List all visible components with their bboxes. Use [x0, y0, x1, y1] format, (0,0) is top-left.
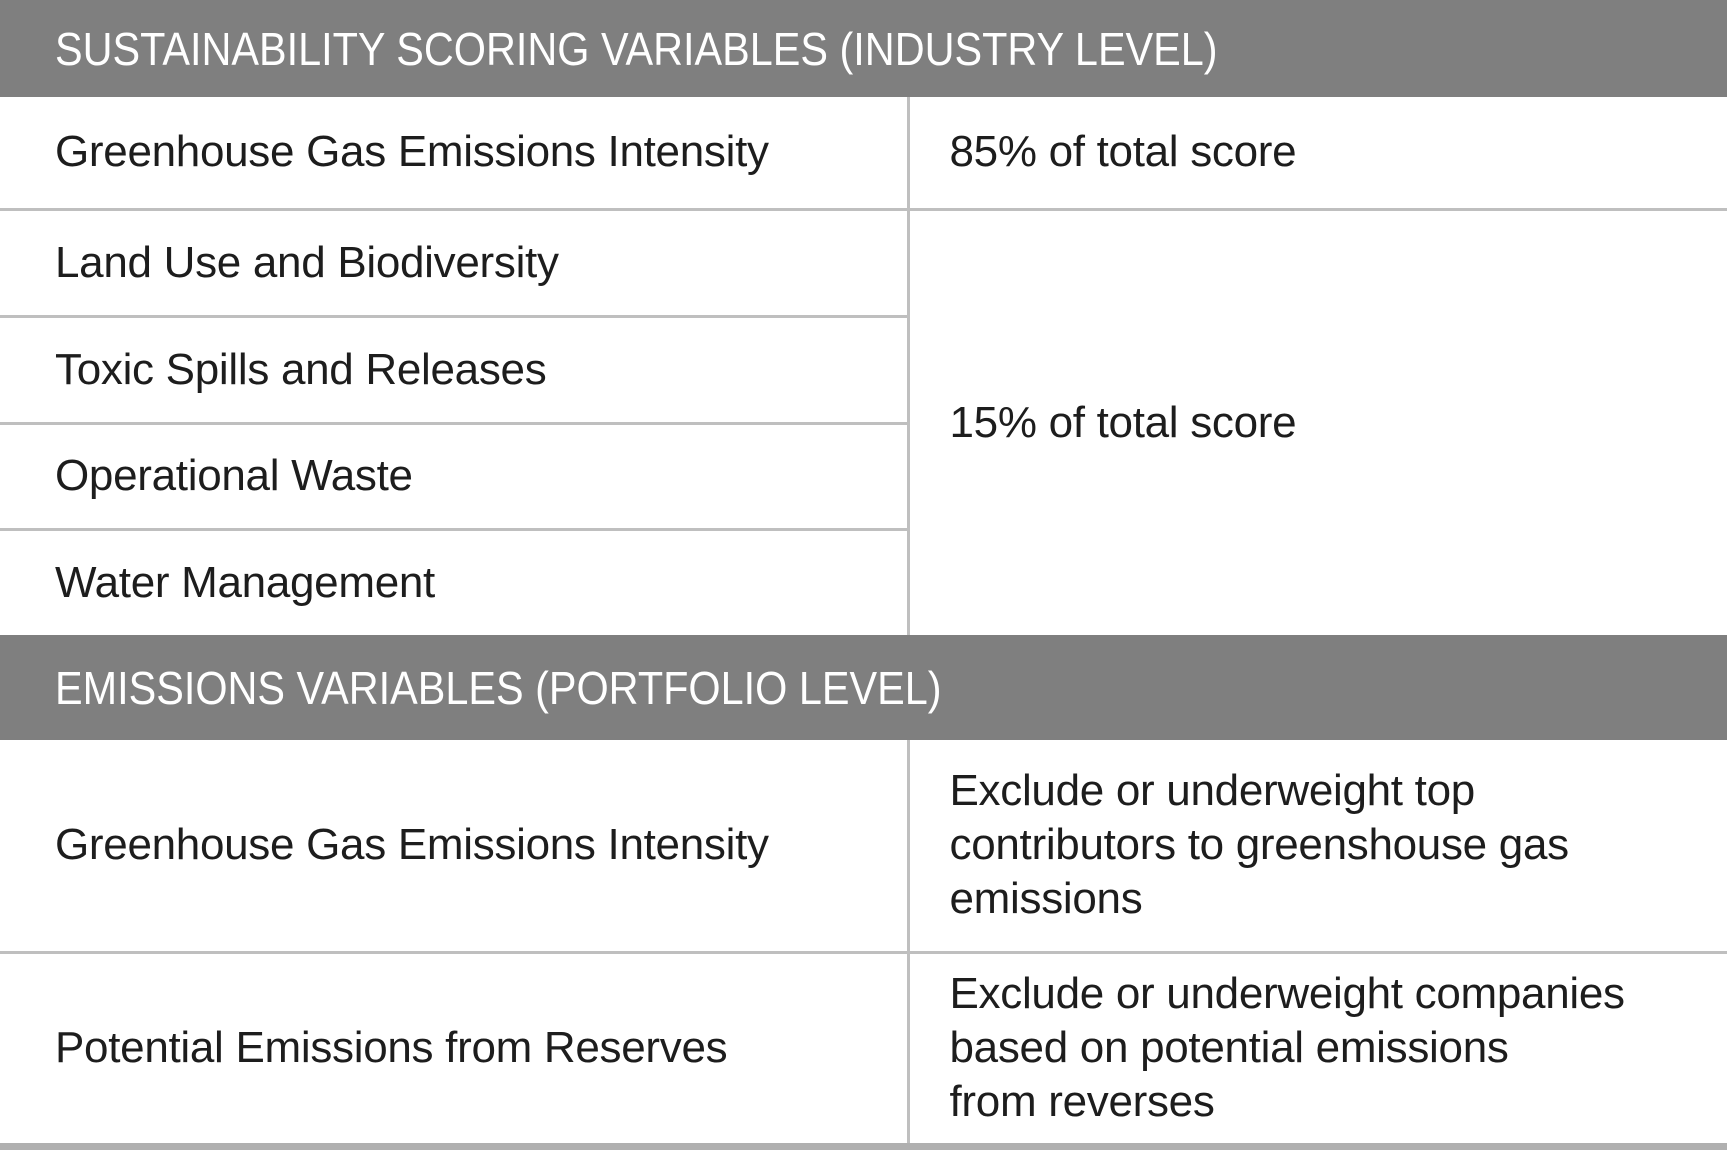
variable-cell-ghg-intensity: Greenhouse Gas Emissions Intensity [0, 97, 908, 211]
section-header-portfolio-level: EMISSIONS VARIABLES (PORTFOLIO LEVEL) [0, 635, 1727, 740]
table-row: Water Management [0, 529, 1727, 635]
table-row: Potential Emissions from Reserves Exclud… [0, 952, 1727, 1143]
variable-cell-water-management: Water Management [55, 557, 435, 607]
table-row: Greenhouse Gas Emissions Intensity 85% o… [0, 97, 1727, 211]
table-row: Toxic Spills and Releases [0, 316, 1727, 425]
variable-cell-land-use: Land Use and Biodiversity [0, 209, 908, 318]
section-header-industry-level: SUSTAINABILITY SCORING VARIABLES (INDUST… [0, 0, 1727, 97]
weight-cell-85-percent: 85% of total score [906, 97, 1727, 211]
table-row: Land Use and Biodiversity 15% of total s… [0, 209, 1727, 635]
section-header-cell: SUSTAINABILITY SCORING VARIABLES (INDUST… [0, 0, 1727, 97]
approach-cell-exclude-companies: Exclude or underweight companies based o… [906, 952, 1727, 1143]
section-header-cell: EMISSIONS VARIABLES (PORTFOLIO LEVEL) [0, 635, 1727, 740]
variable-cell-operational-waste: Operational Waste [0, 423, 908, 531]
section-header-text: SUSTAINABILITY SCORING VARIABLES (INDUST… [55, 22, 1218, 75]
table-row: Operational Waste [0, 423, 1727, 531]
approach-cell-exclude-top-contributors: Exclude or underweight top contributors … [906, 740, 1727, 954]
variable-cell-ghg-intensity-portfolio: Greenhouse Gas Emissions Intensity [0, 740, 908, 954]
weight-cell-15-percent: 15% of total score [906, 209, 1727, 635]
table-bottom-border [0, 1143, 1727, 1150]
section-header-text: EMISSIONS VARIABLES (PORTFOLIO LEVEL) [55, 661, 942, 714]
variable-cell-potential-emissions: Potential Emissions from Reserves [55, 1023, 728, 1073]
table-row: Greenhouse Gas Emissions Intensity Exclu… [0, 740, 1727, 954]
variable-cell-toxic-spills: Toxic Spills and Releases [0, 316, 908, 425]
